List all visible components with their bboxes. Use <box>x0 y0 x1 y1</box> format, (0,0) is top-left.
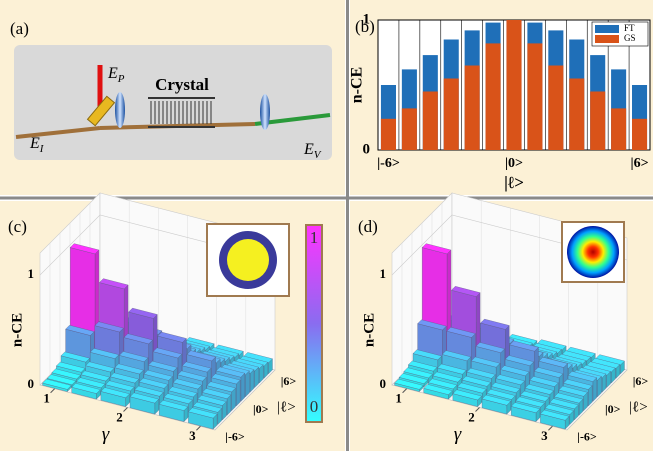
lens <box>115 92 125 128</box>
z-tick-label: 0 <box>28 376 35 391</box>
inset-beam <box>567 226 619 278</box>
page: {"panel_labels": ["(a)", "(b)", "(c)", "… <box>0 0 653 451</box>
bar-face <box>236 380 240 406</box>
y-tick-label: 3 <box>189 428 196 443</box>
x-axis-label: |ℓ> <box>504 173 524 192</box>
bar <box>611 108 626 150</box>
y-tick-label: 1 <box>395 391 402 406</box>
crystal-label: Crystal <box>155 75 209 94</box>
x-tick-label: |6> <box>633 374 649 388</box>
x-tick-label: |6> <box>631 156 649 171</box>
bar <box>444 79 459 151</box>
bar <box>548 66 563 151</box>
z-axis-label: n-CE <box>361 313 377 347</box>
bar <box>402 108 417 150</box>
x-tick-label: |-6> <box>577 429 597 443</box>
y-axis-label: n-CE <box>349 67 366 103</box>
bar <box>486 43 501 150</box>
legend-swatch <box>595 25 619 33</box>
y-axis-label: γ <box>102 424 110 445</box>
panel-label: (c) <box>8 217 27 236</box>
y-tick-label: 2 <box>468 409 475 424</box>
bar <box>527 43 542 150</box>
bar-face <box>593 378 597 402</box>
bar <box>590 92 605 151</box>
x-tick-label: |-6> <box>225 429 245 443</box>
panel-label: (d) <box>358 217 378 236</box>
bar-face <box>245 371 249 397</box>
x-axis-label: |ℓ> <box>629 399 648 415</box>
legend-label: FT <box>624 23 635 33</box>
legend-swatch <box>595 35 619 43</box>
y-tick-label: 3 <box>541 428 548 443</box>
y-tick-label: 2 <box>116 409 123 424</box>
bar <box>506 20 521 150</box>
x-tick-label: |0> <box>605 402 621 416</box>
beam-symbol: E <box>303 141 314 158</box>
colorbar-tick-label: 1 <box>310 228 319 247</box>
colorbar <box>306 225 322 422</box>
colorbar-tick-label: 0 <box>310 397 319 416</box>
x-tick-label: |0> <box>505 156 523 171</box>
z-axis-label: n-CE <box>9 313 25 347</box>
z-tick-label: 1 <box>380 266 387 281</box>
x-axis-label: |ℓ> <box>277 399 296 415</box>
y-axis-label: γ <box>454 424 462 445</box>
z-tick-label: 1 <box>28 266 35 281</box>
beam-subscript: P <box>117 73 125 85</box>
bar-face <box>241 373 245 401</box>
beam-symbol: E <box>107 65 118 82</box>
diagram-bg <box>14 45 332 160</box>
figure: (a) (b) (c) (d) Crystal EP EI EV 01|-6>|… <box>0 0 653 451</box>
setup-diagram: Crystal EP EI EV <box>14 45 332 161</box>
y-tick-label: 1 <box>43 391 50 406</box>
x-tick-label: |6> <box>281 374 297 388</box>
y-tick-label: 1 <box>363 11 371 27</box>
bar <box>632 119 647 150</box>
x-tick-label: |-6> <box>377 156 400 171</box>
bar <box>465 66 480 151</box>
bar <box>423 92 438 151</box>
x-tick-label: |0> <box>253 402 269 416</box>
y-tick-label: 0 <box>363 141 371 157</box>
legend-label: GS <box>624 33 636 43</box>
panel-label: (a) <box>10 19 29 38</box>
bar <box>569 79 584 151</box>
z-tick-label: 0 <box>380 376 387 391</box>
inset-disk <box>227 239 269 281</box>
lens <box>260 94 270 130</box>
bar <box>381 119 396 150</box>
beam-symbol: E <box>29 135 40 152</box>
